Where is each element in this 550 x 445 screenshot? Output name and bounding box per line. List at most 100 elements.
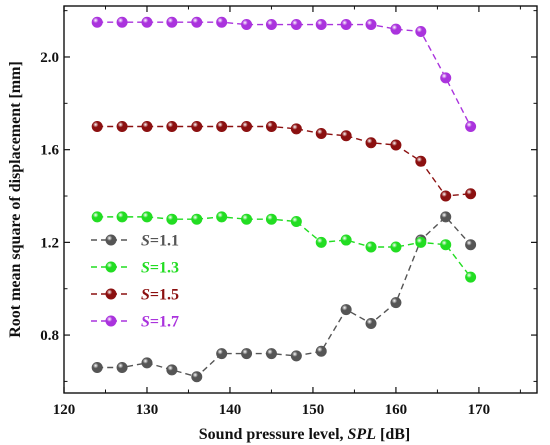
legend-label: S=1.3 xyxy=(141,260,179,277)
data-point xyxy=(216,16,228,28)
data-point xyxy=(315,236,327,248)
data-point xyxy=(166,121,178,133)
data-point xyxy=(91,211,103,223)
data-point xyxy=(241,213,253,225)
data-point xyxy=(265,213,277,225)
data-point xyxy=(415,236,427,248)
legend-label: S=1.5 xyxy=(141,287,179,304)
data-point xyxy=(465,239,477,251)
legend-marker xyxy=(105,315,117,327)
data-point xyxy=(216,348,228,360)
data-point xyxy=(91,362,103,374)
data-point xyxy=(315,127,327,139)
series-s-1-7 xyxy=(91,16,477,133)
data-point xyxy=(216,121,228,133)
x-tick-label: 150 xyxy=(302,402,325,418)
data-point xyxy=(116,211,128,223)
data-point xyxy=(365,19,377,31)
data-point xyxy=(216,211,228,223)
data-point xyxy=(390,139,402,151)
data-point xyxy=(290,350,302,362)
data-point xyxy=(340,304,352,316)
data-point xyxy=(465,271,477,283)
data-point xyxy=(91,121,103,133)
x-tick-label: 130 xyxy=(136,402,159,418)
data-point xyxy=(241,348,253,360)
data-point xyxy=(440,72,452,84)
legend-marker xyxy=(105,261,117,273)
data-point xyxy=(191,213,203,225)
data-point xyxy=(116,121,128,133)
data-point xyxy=(265,19,277,31)
y-tick-label: 2.0 xyxy=(40,50,59,66)
x-tick-label: 120 xyxy=(53,402,76,418)
series-layer xyxy=(91,16,477,383)
x-axis-title: Sound pressure level, SPL [dB] xyxy=(199,426,410,443)
plot-area xyxy=(63,5,538,394)
data-point xyxy=(365,317,377,329)
data-point xyxy=(91,16,103,28)
data-point xyxy=(290,123,302,135)
data-point xyxy=(116,16,128,28)
data-point xyxy=(340,19,352,31)
plot-border xyxy=(63,5,538,394)
data-point xyxy=(365,137,377,149)
data-point xyxy=(340,130,352,142)
series-line xyxy=(97,215,472,378)
data-point xyxy=(265,348,277,360)
legend-label: S=1.1 xyxy=(141,233,179,250)
data-point xyxy=(415,155,427,167)
y-axis-title: Root mean square of displacement [mm] xyxy=(7,61,24,338)
series-s-1-3 xyxy=(91,211,477,283)
legend-item: S=1.3 xyxy=(91,260,179,277)
legend-item: S=1.1 xyxy=(91,233,179,250)
data-point xyxy=(191,121,203,133)
data-point xyxy=(465,188,477,200)
data-point xyxy=(141,16,153,28)
data-point xyxy=(290,19,302,31)
series-line xyxy=(97,125,471,197)
legend-label: S=1.7 xyxy=(141,314,179,331)
data-point xyxy=(241,121,253,133)
series-s-1-1 xyxy=(91,211,477,383)
series-line xyxy=(97,21,472,127)
data-point xyxy=(415,25,427,37)
data-point xyxy=(241,19,253,31)
series-s-1-5 xyxy=(91,121,477,202)
legend-item: S=1.5 xyxy=(91,287,179,304)
data-point xyxy=(166,213,178,225)
legend: S=1.1 S=1.3 S=1.5 S=1.7 xyxy=(91,233,179,331)
series-line xyxy=(97,216,472,278)
data-point xyxy=(340,234,352,246)
data-point xyxy=(290,216,302,228)
legend-marker xyxy=(105,288,117,300)
data-point xyxy=(440,239,452,251)
data-point xyxy=(440,190,452,202)
axes-layer: 120 130 140 150 160 170 0.8 1.2 1.6 2.0 xyxy=(40,6,537,418)
data-point xyxy=(365,241,377,253)
data-point xyxy=(191,16,203,28)
data-point xyxy=(390,23,402,35)
data-point xyxy=(166,16,178,28)
data-point xyxy=(141,121,153,133)
x-tick-label: 160 xyxy=(385,402,408,418)
data-point xyxy=(465,121,477,133)
data-point xyxy=(116,362,128,374)
x-tick-label: 170 xyxy=(468,402,491,418)
data-point xyxy=(265,121,277,133)
x-tick-label: 140 xyxy=(219,402,242,418)
data-point xyxy=(440,211,452,223)
y-tick-label: 1.6 xyxy=(40,143,59,159)
data-point xyxy=(315,345,327,357)
legend-marker xyxy=(105,234,117,246)
data-point xyxy=(166,364,178,376)
data-point xyxy=(315,19,327,31)
data-point xyxy=(141,357,153,369)
legend-item: S=1.7 xyxy=(91,314,179,331)
data-point xyxy=(141,211,153,223)
data-point xyxy=(390,297,402,309)
y-tick-label: 1.2 xyxy=(40,235,59,251)
y-tick-label: 0.8 xyxy=(40,328,59,344)
data-point xyxy=(191,371,203,383)
